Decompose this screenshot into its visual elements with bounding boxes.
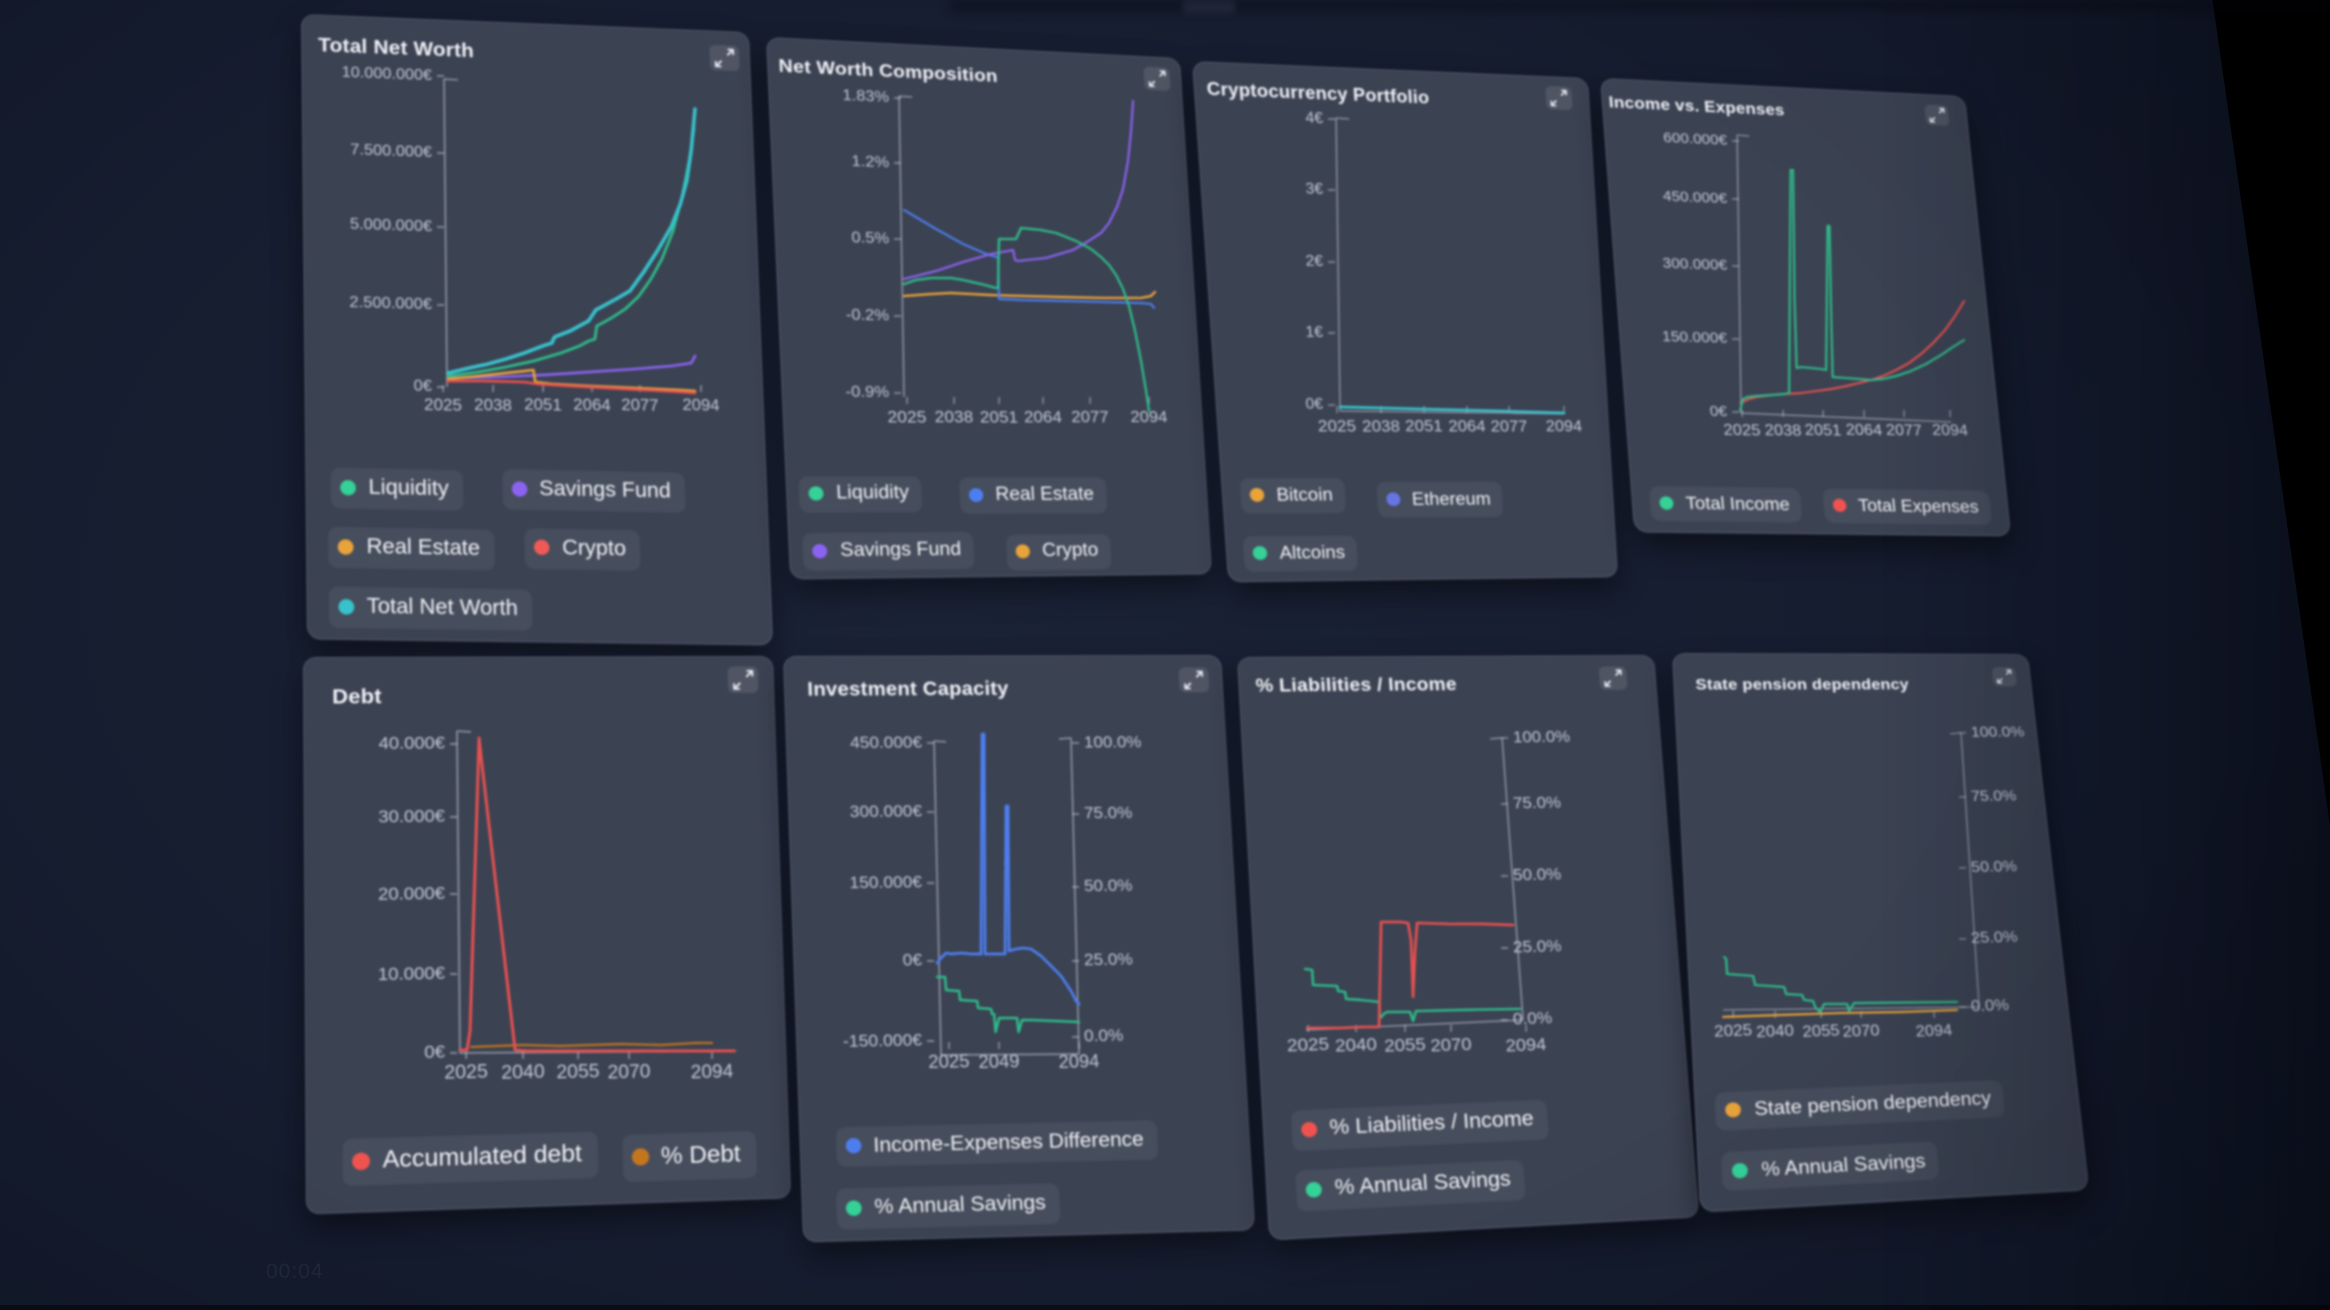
svg-text:2055: 2055: [1384, 1034, 1427, 1056]
svg-text:2025: 2025: [1714, 1022, 1753, 1041]
svg-text:0€: 0€: [902, 950, 923, 969]
svg-text:2038: 2038: [474, 396, 512, 415]
svg-text:0.0%: 0.0%: [1512, 1008, 1553, 1028]
svg-text:2051: 2051: [524, 396, 562, 415]
svg-text:2051: 2051: [1405, 416, 1444, 435]
svg-text:-0.2%: -0.2%: [845, 305, 889, 324]
svg-text:2064: 2064: [1845, 420, 1883, 439]
svg-text:40.000€: 40.000€: [379, 733, 446, 753]
svg-text:10.000.000€: 10.000.000€: [342, 64, 433, 84]
svg-text:150.000€: 150.000€: [849, 872, 923, 892]
svg-text:2025: 2025: [1317, 416, 1356, 435]
svg-text:2025: 2025: [424, 396, 462, 415]
svg-text:2€: 2€: [1305, 252, 1324, 269]
svg-text:450.000€: 450.000€: [1662, 188, 1728, 207]
svg-text:2070: 2070: [607, 1060, 650, 1082]
svg-text:-0.9%: -0.9%: [845, 383, 889, 401]
svg-text:2094: 2094: [1545, 416, 1582, 434]
svg-text:50.0%: 50.0%: [1512, 864, 1562, 884]
svg-text:2038: 2038: [934, 407, 974, 426]
svg-text:50.0%: 50.0%: [1084, 876, 1133, 895]
svg-text:2040: 2040: [501, 1060, 545, 1082]
svg-text:-150.000€: -150.000€: [843, 1030, 923, 1051]
svg-text:100.0%: 100.0%: [1084, 732, 1142, 751]
svg-text:20.000€: 20.000€: [378, 883, 445, 904]
svg-text:2094: 2094: [1058, 1051, 1100, 1072]
svg-text:2038: 2038: [1362, 416, 1401, 435]
svg-text:300.000€: 300.000€: [1662, 255, 1728, 274]
svg-text:0€: 0€: [1709, 402, 1728, 419]
svg-text:2094: 2094: [1130, 408, 1168, 426]
svg-text:2049: 2049: [978, 1051, 1020, 1072]
svg-text:10.000€: 10.000€: [378, 963, 446, 985]
svg-text:75.0%: 75.0%: [1512, 793, 1561, 812]
svg-text:2038: 2038: [1764, 420, 1802, 439]
svg-text:0€: 0€: [1305, 395, 1324, 412]
svg-text:2.500.000€: 2.500.000€: [349, 294, 432, 313]
svg-text:0€: 0€: [424, 1041, 445, 1062]
svg-text:2070: 2070: [1842, 1022, 1880, 1041]
svg-text:2064: 2064: [573, 396, 611, 415]
svg-text:1€: 1€: [1305, 323, 1324, 340]
svg-text:2077: 2077: [1071, 408, 1109, 427]
svg-text:2025: 2025: [887, 407, 927, 426]
svg-text:0.5%: 0.5%: [851, 228, 889, 247]
svg-text:1.83%: 1.83%: [842, 86, 889, 105]
svg-text:2040: 2040: [1756, 1022, 1795, 1041]
svg-text:2077: 2077: [621, 396, 659, 415]
svg-text:2064: 2064: [1448, 416, 1486, 435]
svg-text:300.000€: 300.000€: [849, 802, 923, 821]
svg-text:30.000€: 30.000€: [378, 806, 445, 827]
svg-text:2025: 2025: [928, 1051, 970, 1072]
svg-text:2051: 2051: [1804, 420, 1842, 439]
svg-text:7.500.000€: 7.500.000€: [350, 142, 432, 161]
svg-text:2051: 2051: [979, 407, 1018, 426]
svg-text:2094: 2094: [690, 1060, 733, 1082]
svg-text:2055: 2055: [1802, 1022, 1840, 1041]
svg-text:25.0%: 25.0%: [1512, 936, 1562, 956]
svg-text:5.000.000€: 5.000.000€: [350, 216, 433, 235]
svg-text:2094: 2094: [682, 396, 720, 415]
svg-text:2064: 2064: [1024, 407, 1063, 426]
svg-text:2025: 2025: [444, 1060, 488, 1083]
svg-text:4€: 4€: [1305, 109, 1324, 127]
svg-text:0.0%: 0.0%: [1084, 1026, 1124, 1046]
svg-text:2094: 2094: [1505, 1034, 1547, 1055]
svg-text:2025: 2025: [1723, 420, 1762, 440]
svg-text:25.0%: 25.0%: [1084, 950, 1134, 970]
svg-text:2025: 2025: [1286, 1034, 1329, 1056]
svg-text:1.2%: 1.2%: [851, 152, 889, 171]
svg-text:150.000€: 150.000€: [1661, 328, 1727, 347]
svg-text:2055: 2055: [556, 1060, 600, 1082]
svg-text:450.000€: 450.000€: [850, 733, 923, 752]
svg-text:75.0%: 75.0%: [1084, 803, 1133, 822]
svg-text:0€: 0€: [414, 378, 433, 396]
svg-text:2070: 2070: [1430, 1034, 1472, 1056]
svg-text:3€: 3€: [1305, 180, 1324, 198]
svg-text:2077: 2077: [1490, 416, 1528, 434]
svg-text:100.0%: 100.0%: [1512, 727, 1571, 746]
svg-text:600.000€: 600.000€: [1663, 129, 1728, 148]
svg-text:2040: 2040: [1335, 1034, 1378, 1056]
